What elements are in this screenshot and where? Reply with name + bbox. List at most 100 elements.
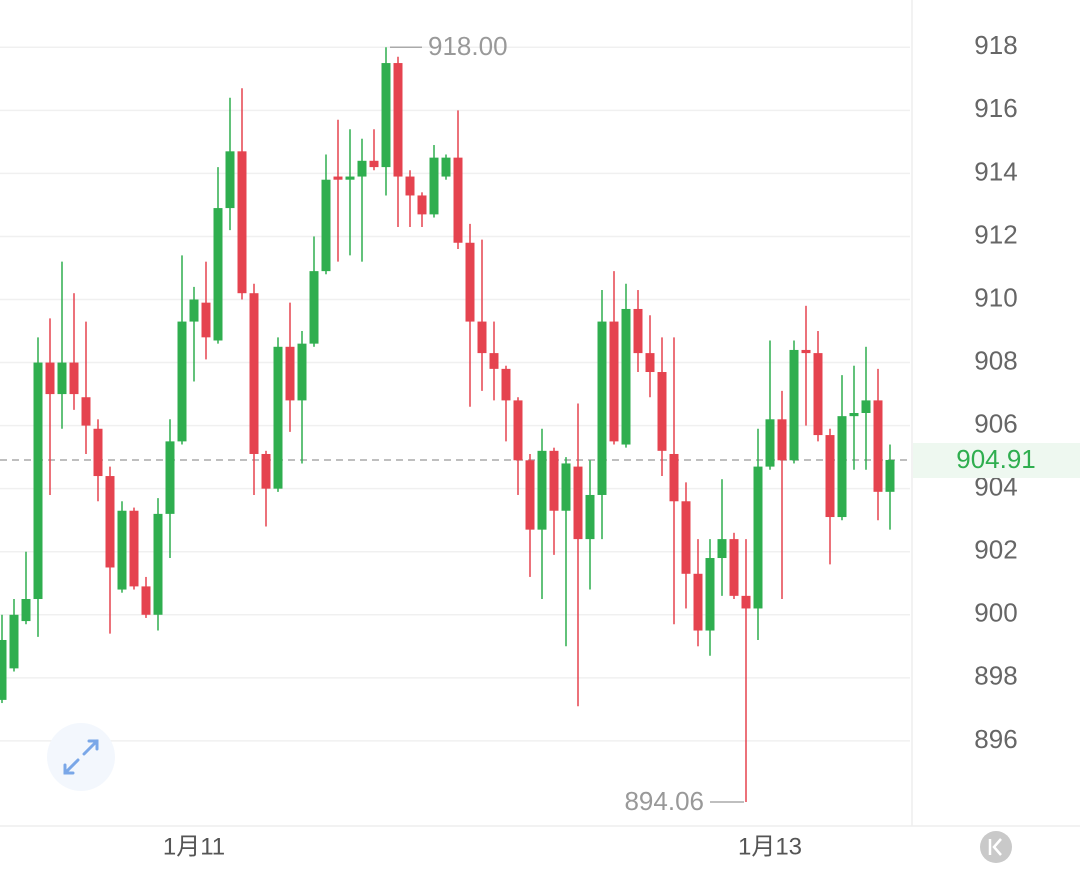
candle-body <box>801 349 811 354</box>
candle-body <box>201 302 211 338</box>
candle-body <box>741 595 751 609</box>
candle-body <box>249 293 259 454</box>
y-tick-label: 918 <box>974 30 1017 60</box>
candle-body <box>9 614 19 669</box>
candle-body <box>105 476 115 568</box>
candle-body <box>165 441 175 514</box>
candle-body <box>285 346 295 401</box>
candle-body <box>489 353 499 369</box>
candle-body <box>429 157 439 215</box>
candle-body <box>825 435 835 518</box>
expand-icon[interactable] <box>63 739 99 775</box>
candle-body <box>837 416 847 518</box>
candle-body <box>513 400 523 461</box>
candle-body <box>477 321 487 354</box>
collapse-icon[interactable] <box>988 838 1002 856</box>
expand-button[interactable] <box>47 723 115 791</box>
candle-body <box>657 372 667 451</box>
y-tick-label: 902 <box>974 535 1017 565</box>
candle-body <box>21 599 31 622</box>
candle-body <box>309 271 319 344</box>
candle-body <box>705 558 715 631</box>
candle-body <box>297 343 307 401</box>
candle-body <box>777 419 787 461</box>
candle-body <box>225 151 235 209</box>
candle-body <box>609 321 619 442</box>
candle-body <box>693 573 703 631</box>
y-tick-label: 914 <box>974 156 1017 186</box>
candle-body <box>321 179 331 272</box>
candle-body <box>45 362 55 395</box>
candle-body <box>213 208 223 341</box>
candle-body <box>93 428 103 477</box>
candle-body <box>549 450 559 511</box>
last-price-label: 904.91 <box>956 444 1036 474</box>
candle-body <box>177 321 187 442</box>
y-tick-label: 898 <box>974 661 1017 691</box>
candle-body <box>717 539 727 559</box>
expand-circle[interactable] <box>47 723 115 791</box>
candle-body <box>69 362 79 395</box>
candle-body <box>597 321 607 495</box>
candle-body <box>561 463 571 511</box>
candle-body <box>765 419 775 467</box>
candle-body <box>621 308 631 445</box>
x-tick-label: 1月11 <box>163 833 225 860</box>
collapse-button[interactable] <box>980 831 1012 863</box>
candle-body <box>681 501 691 574</box>
candle-body <box>465 242 475 322</box>
candle-body <box>537 450 547 530</box>
candle-body <box>333 176 343 180</box>
candle-body <box>633 308 643 354</box>
candle-body <box>381 63 391 168</box>
y-tick-label: 910 <box>974 282 1017 312</box>
candle-body <box>129 510 139 587</box>
candle-body <box>81 397 91 426</box>
candle-body <box>585 494 595 540</box>
candle-body <box>393 63 403 177</box>
candle-body <box>141 586 151 615</box>
candle-body <box>753 466 763 609</box>
candle-body <box>645 353 655 373</box>
candle-body <box>789 349 799 461</box>
candle-body <box>669 453 679 502</box>
candle-body <box>861 400 871 413</box>
collapse-circle[interactable] <box>980 831 1012 863</box>
candle-body <box>369 160 379 168</box>
candle-body <box>261 453 271 489</box>
candle-body <box>57 362 67 395</box>
candle-body <box>525 460 535 530</box>
last-price-box <box>913 442 1080 478</box>
candle-body <box>405 176 415 196</box>
y-tick-label: 912 <box>974 219 1017 249</box>
y-tick-label: 900 <box>974 598 1017 628</box>
candle-body <box>153 513 163 615</box>
x-tick-label: 1月13 <box>738 833 802 860</box>
candle-body <box>885 459 895 492</box>
candle-body <box>813 353 823 436</box>
candle-body <box>0 639 7 700</box>
candle-body <box>849 413 859 417</box>
candle-body <box>345 176 355 180</box>
candle-body <box>189 299 199 322</box>
candle-body <box>501 368 511 401</box>
y-tick-label: 916 <box>974 93 1017 123</box>
y-tick-label: 896 <box>974 724 1017 754</box>
candle-body <box>453 157 463 243</box>
candle-body <box>417 195 427 215</box>
candle-body <box>237 151 247 294</box>
y-tick-label: 908 <box>974 345 1017 375</box>
candle-body <box>33 362 43 600</box>
candle-body <box>873 400 883 492</box>
candle-body <box>273 346 283 489</box>
low-annotation: 894.06 <box>624 786 704 816</box>
candle-body <box>357 160 367 177</box>
candle-body <box>441 157 451 177</box>
candle-body <box>573 466 583 540</box>
high-annotation: 918.00 <box>428 31 508 61</box>
y-tick-label: 906 <box>974 408 1017 438</box>
candle-body <box>729 539 739 596</box>
